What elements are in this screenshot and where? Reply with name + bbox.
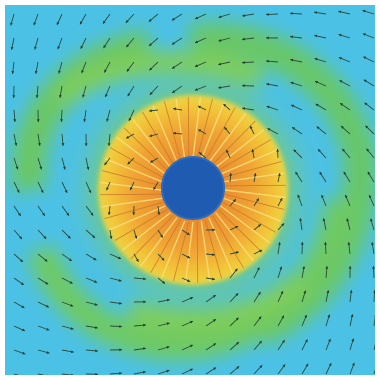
arrow-head: [375, 338, 378, 341]
blade-edge: [197, 222, 198, 283]
blade-edge: [188, 97, 189, 158]
blade-edge: [225, 185, 286, 186]
field: [5, 5, 378, 378]
hub: [162, 157, 224, 219]
blade-edge: [100, 194, 161, 195]
arrow-head: [375, 363, 378, 366]
page: (() => { const NS = 'http://www.w3.org/2…: [0, 0, 380, 380]
arrow-head: [23, 375, 26, 378]
flow-visualization: [0, 0, 380, 380]
